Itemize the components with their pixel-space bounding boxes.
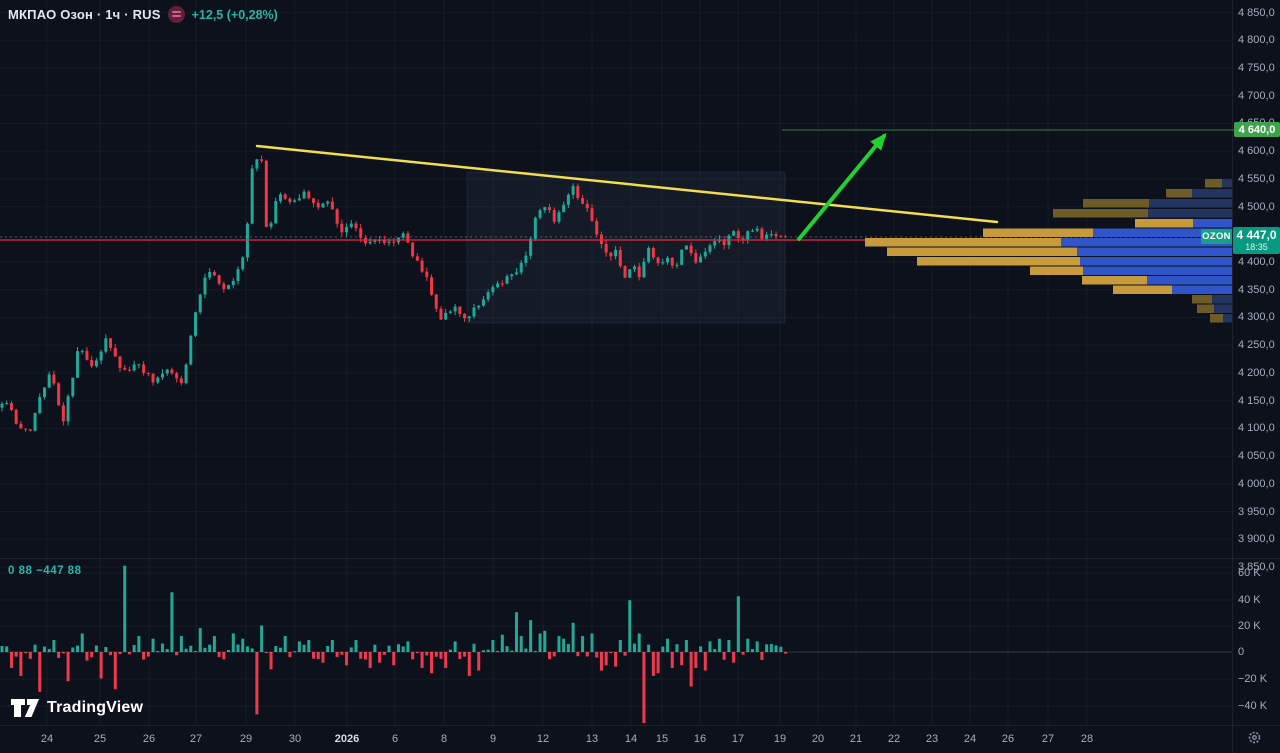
- current-price-value: 4 447,0: [1236, 228, 1277, 242]
- time-tick-label: 2026: [334, 733, 360, 745]
- price-tick-label: 4 350,0: [1238, 283, 1275, 296]
- pane-divider[interactable]: [0, 558, 1280, 559]
- price-tick-label: 4 400,0: [1238, 256, 1275, 269]
- price-tick-label: 4 300,0: [1238, 311, 1275, 324]
- gear-icon[interactable]: [1247, 730, 1262, 750]
- time-tick-label: 19: [773, 733, 787, 745]
- tradingview-logo-icon: [11, 699, 39, 717]
- symbol-legend[interactable]: МКПАО Озон · 1ч · RUS +12,5 (+0,28%): [8, 6, 278, 23]
- time-tick-label: 30: [288, 733, 302, 745]
- current-price-time: 18:35: [1245, 242, 1268, 252]
- current-price-label[interactable]: 4 447,0 18:35: [1233, 227, 1280, 254]
- time-tick-label: 20: [811, 733, 825, 745]
- price-tick-label: 4 500,0: [1238, 200, 1275, 213]
- time-tick-label: 14: [624, 733, 638, 745]
- time-tick-label: 22: [887, 733, 901, 745]
- time-tick-label: 15: [655, 733, 669, 745]
- tradingview-logo[interactable]: TradingView: [10, 697, 143, 719]
- price-change: +12,5 (+0,28%): [191, 7, 278, 22]
- target-price-label[interactable]: 4 640,0: [1234, 122, 1280, 137]
- time-tick-label: 13: [585, 733, 599, 745]
- time-tick-label: 27: [189, 733, 203, 745]
- time-tick-label: 12: [536, 733, 550, 745]
- market-status-icon[interactable]: [167, 6, 185, 23]
- volume-tick-label: 20 K: [1238, 620, 1261, 632]
- time-tick-label: 28: [1080, 733, 1094, 745]
- price-tick-label: 4 000,0: [1238, 477, 1275, 490]
- price-tick-label: 4 550,0: [1238, 172, 1275, 185]
- price-tick-label: 3 900,0: [1238, 533, 1275, 546]
- tradingview-logo-text: TradingView: [47, 699, 144, 716]
- price-tick-label: 4 700,0: [1238, 89, 1275, 102]
- price-axis-divider: [1232, 0, 1233, 753]
- time-tick-label: 26: [1001, 733, 1015, 745]
- price-tick-label: 4 850,0: [1238, 6, 1275, 19]
- time-tick-label: 17: [731, 733, 745, 745]
- up-arrow: [797, 134, 886, 241]
- price-tick-label: 3 850,0: [1238, 560, 1275, 573]
- price-tick-label: 4 050,0: [1238, 450, 1275, 463]
- time-tick-label: 6: [391, 733, 399, 745]
- time-tick-label: 24: [963, 733, 977, 745]
- highlight-box: [466, 171, 786, 324]
- symbol-title[interactable]: МКПАО Озон · 1ч · RUS: [8, 7, 161, 22]
- time-tick-label: 26: [142, 733, 156, 745]
- price-tick-label: 4 150,0: [1238, 394, 1275, 407]
- volume-tick-label: 40 K: [1238, 594, 1261, 606]
- time-tick-label: 25: [93, 733, 107, 745]
- price-tick-label: 4 200,0: [1238, 366, 1275, 379]
- time-tick-label: 23: [925, 733, 939, 745]
- time-tick-label: 9: [489, 733, 497, 745]
- time-tick-label: 8: [440, 733, 448, 745]
- volume-tick-label: 0: [1238, 646, 1245, 658]
- trendline: [255, 144, 999, 224]
- volume-tick-label: 60 K: [1238, 567, 1261, 579]
- price-tick-label: 3 950,0: [1238, 505, 1275, 518]
- price-tick-label: 4 250,0: [1238, 339, 1275, 352]
- time-axis-divider: [0, 725, 1280, 726]
- time-tick-label: 27: [1041, 733, 1055, 745]
- time-tick-label: 21: [849, 733, 863, 745]
- price-tick-label: 4 600,0: [1238, 145, 1275, 158]
- time-tick-label: 16: [693, 733, 707, 745]
- price-tick-label: 4 100,0: [1238, 422, 1275, 435]
- price-tick-label: 4 750,0: [1238, 62, 1275, 75]
- time-tick-label: 24: [40, 733, 54, 745]
- volume-tick-label: −40 K: [1238, 700, 1268, 712]
- price-tick-label: 4 800,0: [1238, 34, 1275, 47]
- volume-tick-label: −20 K: [1238, 673, 1268, 685]
- time-tick-label: 29: [239, 733, 253, 745]
- volume-legend[interactable]: 0 88 −447 88: [8, 565, 82, 577]
- ozon-badge[interactable]: OZON: [1201, 229, 1232, 244]
